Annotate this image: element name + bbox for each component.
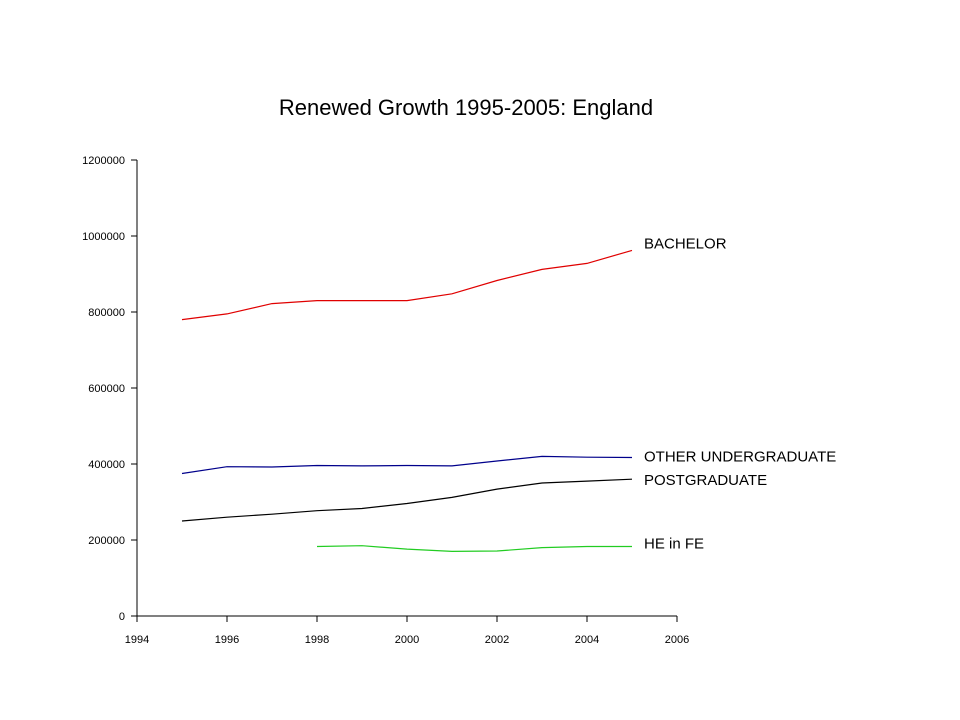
x-tick-label: 1998 [305, 634, 329, 646]
x-tick-label: 2000 [395, 634, 419, 646]
series-line-bachelor [181, 249, 633, 321]
y-tick-label: 400000 [88, 459, 125, 471]
chart-title: Renewed Growth 1995-2005: England [279, 95, 653, 120]
axes: 0 200000 400000 600000 800000 1000000 1200000 1… [82, 155, 689, 646]
y-tick-label: 0 [119, 611, 125, 623]
y-tick-label: 1200000 [82, 155, 125, 167]
y-tick-label: 800000 [88, 307, 125, 319]
series-label-he-in-fe: HE in FE [644, 535, 704, 552]
y-tick-label: 200000 [88, 535, 125, 547]
series-labels: BACHELOR OTHER UNDERGRADUATE POSTGRADUATE H… [644, 235, 836, 552]
series-lines [181, 249, 633, 553]
series-line-he-in-fe [316, 545, 632, 553]
x-tick-label: 1994 [125, 634, 149, 646]
series-line-postgraduate [181, 478, 633, 522]
x-tick-label: 2002 [485, 634, 509, 646]
y-tick-label: 1000000 [82, 231, 125, 243]
y-tick-label: 600000 [88, 383, 125, 395]
x-tick-label: 1996 [215, 634, 239, 646]
series-line-other-undergraduate [181, 455, 633, 475]
series-label-bachelor: BACHELOR [644, 235, 727, 252]
series-label-other-undergraduate: OTHER UNDERGRADUATE [644, 449, 836, 466]
x-tick-label: 2004 [575, 634, 599, 646]
series-label-postgraduate: POSTGRADUATE [644, 472, 767, 489]
x-tick-label: 2006 [665, 634, 689, 646]
